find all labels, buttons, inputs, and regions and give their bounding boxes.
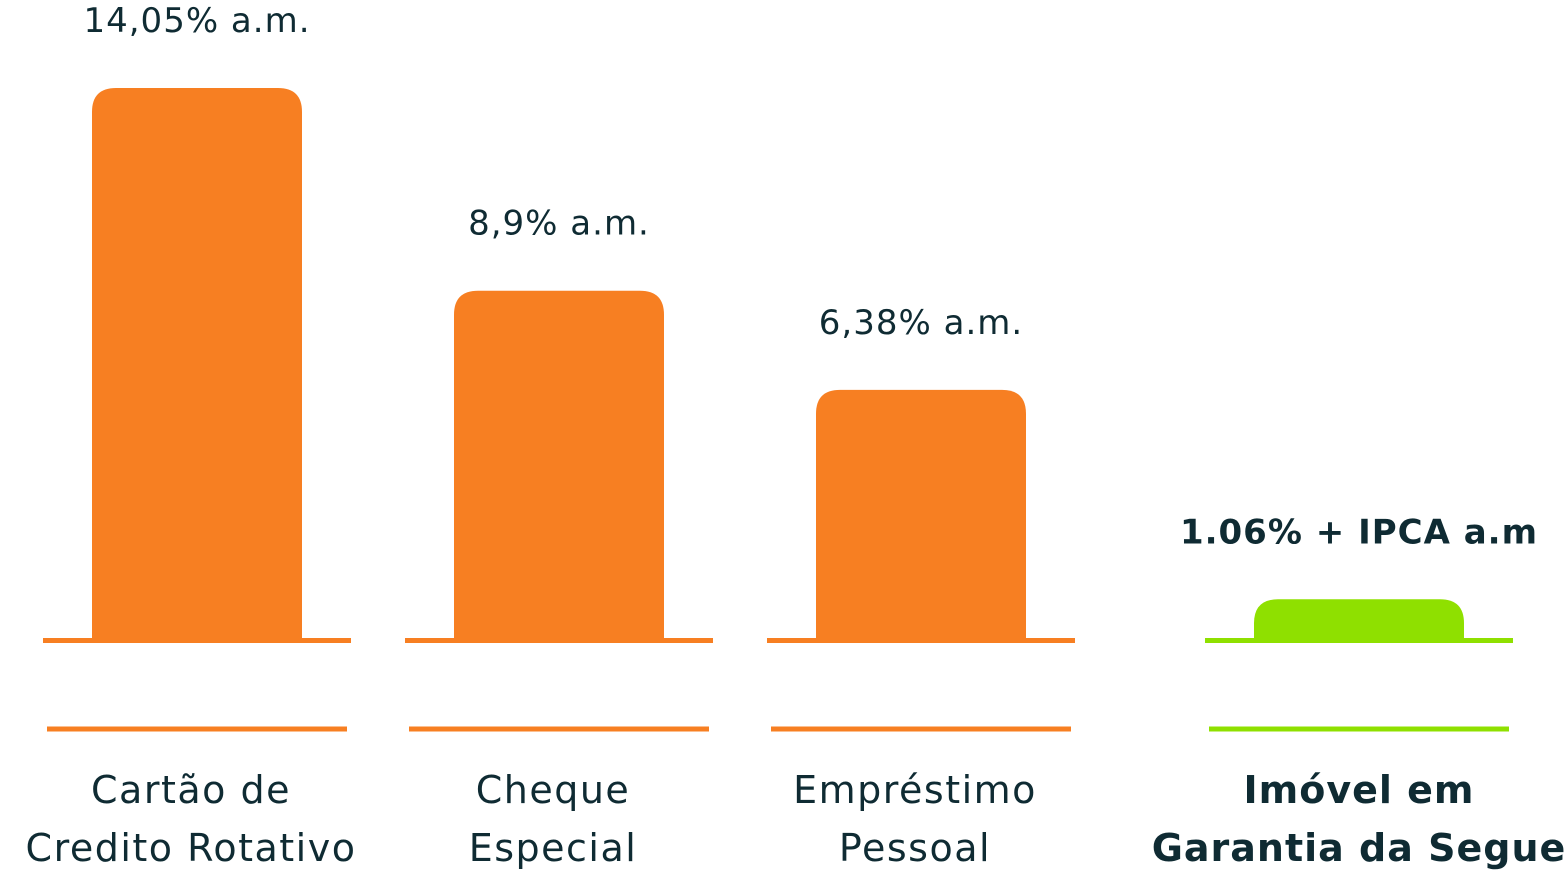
category-label-1-line-1: Especial (469, 826, 638, 870)
bar-baseline-1 (405, 638, 713, 643)
bar-3 (1254, 599, 1464, 641)
category-label-0-line-0: Cartão de (91, 768, 291, 812)
data-label-1: 8,9% a.m. (468, 204, 650, 244)
category-label-3-line-1: Garantia da Segue (1152, 826, 1567, 870)
bar-baseline-2 (767, 638, 1075, 643)
bar-baseline-3 (1205, 638, 1513, 643)
bar-2 (816, 389, 1026, 641)
category-label-1-line-0: Cheque (476, 768, 631, 812)
data-label-3: 1.06% + IPCA a.m (1180, 512, 1538, 552)
data-label-2: 6,38% a.m. (819, 303, 1023, 343)
category-underline-0 (47, 726, 347, 732)
category-underline-2 (771, 726, 1071, 732)
category-underline-3 (1209, 726, 1509, 732)
bars-layer (43, 88, 1513, 732)
bar-0 (92, 88, 302, 641)
category-label-0-line-1: Credito Rotativo (26, 826, 357, 870)
bar-1 (454, 290, 664, 641)
category-label-3-line-0: Imóvel em (1243, 768, 1474, 812)
data-label-0: 14,05% a.m. (83, 1, 310, 41)
category-label-2-line-1: Pessoal (839, 826, 991, 870)
category-label-2-line-0: Empréstimo (793, 768, 1037, 812)
category-underline-1 (409, 726, 709, 732)
bar-baseline-0 (43, 638, 351, 643)
labels-layer: 14,05% a.m. Cartão de Credito Rotativo 8,9%… (26, 1, 1567, 870)
